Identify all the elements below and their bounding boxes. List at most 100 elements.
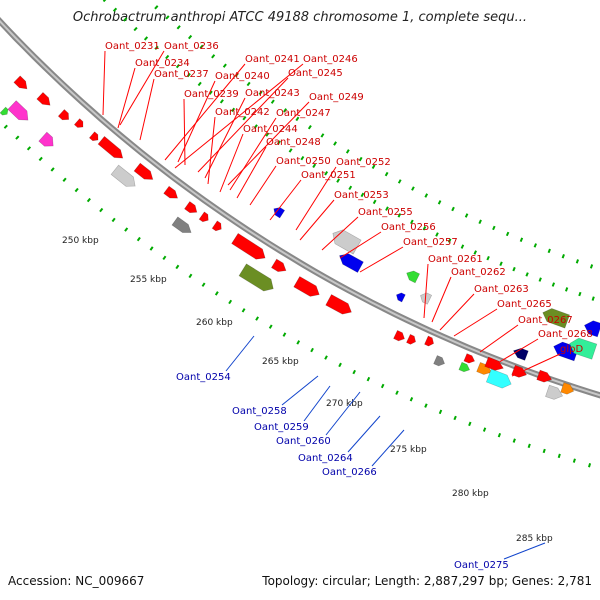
- gene-label: Oant_0259: [254, 422, 309, 433]
- topology-label: Topology:: [262, 574, 319, 588]
- backbone-shadow: [0, 16, 600, 399]
- tick-mark: [588, 463, 592, 468]
- tick-mark: [154, 45, 159, 50]
- tick-mark: [589, 264, 594, 269]
- gene-arrow: [273, 207, 286, 219]
- label-leader-line: [164, 63, 246, 161]
- tick-mark: [201, 282, 206, 287]
- gene-label: Oant_0267: [518, 315, 573, 326]
- tick-mark: [525, 272, 529, 277]
- gene-label: Oant_0231: [105, 41, 160, 52]
- gene-arrow: [545, 384, 564, 400]
- gene-label: Oant_0244: [243, 124, 298, 135]
- tick-mark: [197, 81, 202, 87]
- gene-label: Oant_0253: [334, 190, 389, 201]
- label-leader-line: [325, 391, 361, 436]
- label-leader-line: [281, 375, 319, 406]
- gene-arrow: [198, 211, 209, 223]
- tick-mark: [551, 282, 556, 287]
- tick-mark: [538, 277, 542, 282]
- gene-arrow: [396, 292, 406, 303]
- gene-arrow: [339, 253, 364, 273]
- gene-label: Oant_0236: [164, 41, 219, 52]
- gene-layer: [0, 75, 600, 400]
- tick-mark: [3, 124, 8, 129]
- gene-label: Oant_0252: [336, 157, 391, 168]
- tick-mark: [222, 63, 227, 68]
- label-leader-line: [303, 385, 331, 422]
- tick-mark: [270, 99, 275, 104]
- label-leader-line: [295, 166, 337, 231]
- tick-mark: [124, 227, 129, 232]
- tick-mark: [591, 296, 595, 301]
- tick-mark: [492, 225, 496, 231]
- label-leader-line: [204, 97, 246, 179]
- label-leader-line: [183, 98, 186, 166]
- gene-arrow: [238, 263, 274, 292]
- tick-mark: [352, 369, 356, 375]
- tick-mark: [246, 81, 251, 87]
- tick-mark: [324, 355, 328, 360]
- tick-mark: [143, 36, 149, 41]
- tick-mark: [533, 243, 537, 248]
- tick-mark: [276, 140, 281, 145]
- gene-arrow: [420, 292, 433, 305]
- label-leader-line: [197, 77, 289, 173]
- label-leader-line: [139, 78, 155, 141]
- tick-mark: [542, 448, 546, 454]
- tick-mark: [358, 156, 363, 162]
- gene-arrow: [458, 361, 471, 373]
- gene-label: Oant_0263: [474, 284, 529, 295]
- label-leader-line: [102, 50, 106, 116]
- tick-mark: [527, 443, 531, 449]
- tick-mark: [188, 34, 193, 40]
- tick-mark: [211, 54, 216, 59]
- gene-label: Oant_0257: [403, 237, 458, 248]
- tick-mark: [324, 171, 329, 176]
- gene-arrow: [211, 220, 222, 232]
- tick-mark: [149, 246, 154, 251]
- gene-label: Oant_0248: [266, 137, 321, 148]
- tick-mark: [199, 44, 204, 49]
- tick-mark: [320, 133, 325, 138]
- gene-arrow: [36, 92, 51, 106]
- gene-label: Oant_0254: [176, 372, 231, 383]
- length-label: Length:: [374, 574, 421, 588]
- tick-mark: [283, 108, 288, 113]
- label-leader-line: [249, 165, 277, 206]
- tick-mark: [219, 99, 224, 104]
- label-leader-line: [495, 338, 539, 365]
- gene-label: Oant_0261: [428, 254, 483, 265]
- label-leader-line: [503, 542, 546, 560]
- tick-mark: [453, 415, 457, 421]
- label-leader-line: [511, 353, 561, 377]
- tick-mark: [312, 163, 317, 169]
- label-leader-line: [119, 50, 165, 126]
- tick-mark: [348, 185, 353, 191]
- kbp-label: 270 kbp: [326, 399, 363, 409]
- tick-mark: [438, 409, 443, 415]
- gene-arrow: [7, 100, 29, 121]
- gene-arrow: [163, 185, 179, 199]
- tick-mark: [288, 148, 293, 153]
- label-leader-line: [299, 199, 335, 241]
- tick-mark: [447, 238, 452, 243]
- gene-arrow: [0, 106, 9, 116]
- label-leader-line: [479, 324, 519, 353]
- label-leader-line: [219, 133, 244, 193]
- kbp-label-layer: 250 kbp 255 kbp 260 kbp 265 kbp 270 kbp 275 k…: [62, 236, 553, 544]
- tick-mark: [505, 231, 510, 237]
- tick-mark: [176, 25, 181, 30]
- kbp-label: 250 kbp: [62, 236, 99, 246]
- tick-mark: [360, 192, 365, 198]
- tick-mark: [228, 299, 233, 305]
- gene-arrow: [560, 382, 575, 395]
- tick-mark: [547, 248, 551, 254]
- tick-mark: [478, 219, 482, 225]
- gene-label: Oant_0249: [309, 92, 364, 103]
- tick-mark: [464, 213, 469, 218]
- tick-mark: [136, 236, 141, 242]
